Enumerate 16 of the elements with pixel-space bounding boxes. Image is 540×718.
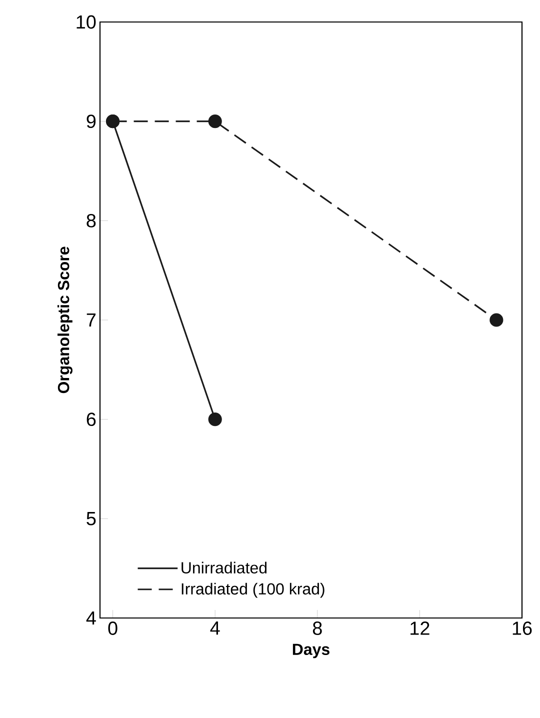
y-tick-label: 9 (86, 114, 96, 128)
y-tick-label: 5 (86, 512, 96, 526)
x-axis-title: Days (292, 644, 330, 658)
legend-label: Irradiated (100 krad) (182, 582, 324, 598)
y-tick-label: 10 (76, 15, 96, 29)
x-tick-label: 4 (210, 622, 220, 635)
x-tick-label: 16 (512, 622, 532, 635)
y-tick-label: 8 (86, 214, 96, 228)
y-axis-title: Organoleptic Score (57, 246, 72, 394)
x-tick-label: 0 (108, 622, 118, 635)
legend-label: Unirradiated (182, 562, 266, 574)
y-tick-label: 4 (86, 611, 96, 625)
y-tick-label: 6 (86, 412, 96, 426)
x-tick-label: 8 (312, 622, 322, 635)
x-tick-label: 12 (410, 622, 430, 635)
y-tick-label: 7 (86, 313, 96, 327)
